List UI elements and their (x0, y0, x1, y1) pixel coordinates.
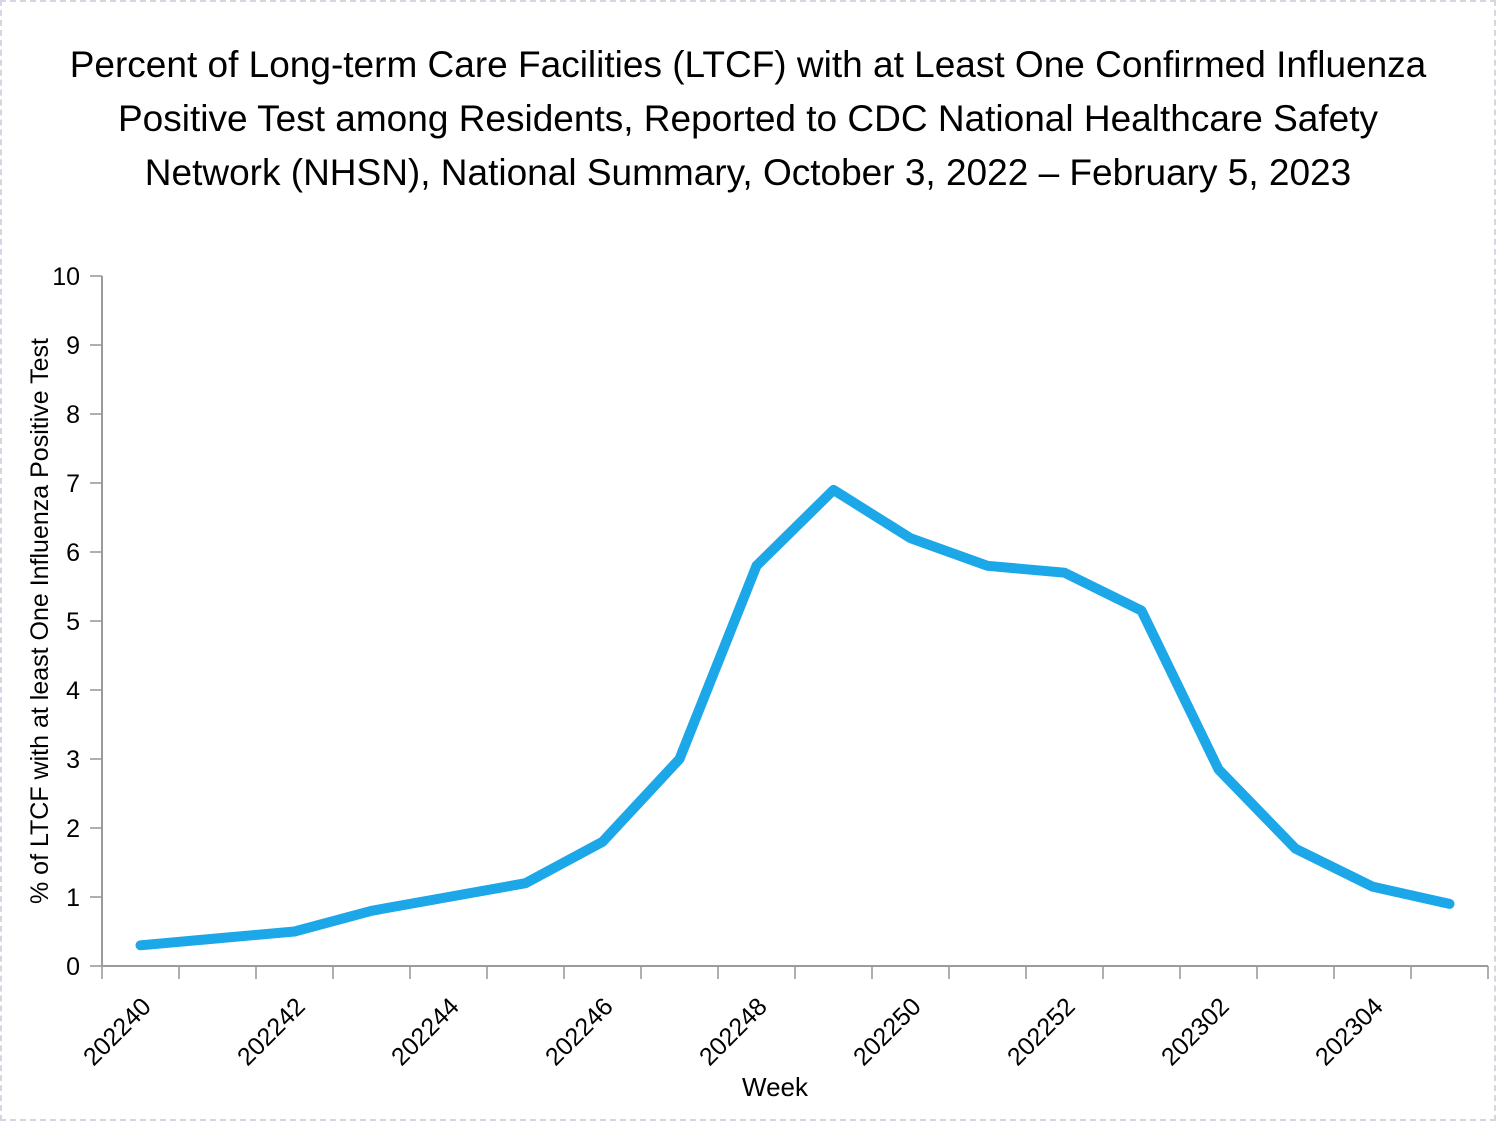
y-tick-label: 5 (66, 608, 80, 636)
x-tick-label: 202240 (78, 992, 157, 1071)
x-tick-label: 202244 (386, 992, 465, 1071)
x-tick-label: 202242 (232, 992, 311, 1071)
x-tick-label: 202304 (1310, 992, 1389, 1071)
chart-title-line-1: Percent of Long-term Care Facilities (LT… (69, 44, 1427, 85)
y-axis-title: % of LTCF with at least One Influenza Po… (26, 338, 54, 904)
x-tick-label: 202250 (848, 992, 927, 1071)
x-tick-label: 202248 (694, 992, 773, 1071)
chart-title: Percent of Long-term Care Facilities (LT… (2, 38, 1494, 200)
y-tick-label: 9 (66, 332, 80, 360)
x-tick-label: 202246 (540, 992, 619, 1071)
y-tick-label: 4 (66, 677, 80, 705)
x-tick-label: 202252 (1002, 992, 1081, 1071)
x-axis-title: Week (742, 1072, 809, 1102)
y-tick-label: 3 (66, 746, 80, 774)
chart-title-line-3: Network (NHSN), National Summary, Octobe… (144, 152, 1352, 193)
y-tick-label: 7 (66, 470, 80, 498)
y-tick-label: 8 (66, 401, 80, 429)
x-tick-label: 202302 (1156, 992, 1235, 1071)
chart-title-line-2: Positive Test among Residents, Reported … (117, 98, 1378, 139)
y-tick-label: 6 (66, 539, 80, 567)
y-tick-label: 0 (66, 953, 80, 981)
y-tick-label: 1 (66, 884, 80, 912)
y-tick-label: 2 (66, 815, 80, 843)
y-tick-label: 10 (52, 263, 80, 291)
data-line (135, 484, 1455, 951)
